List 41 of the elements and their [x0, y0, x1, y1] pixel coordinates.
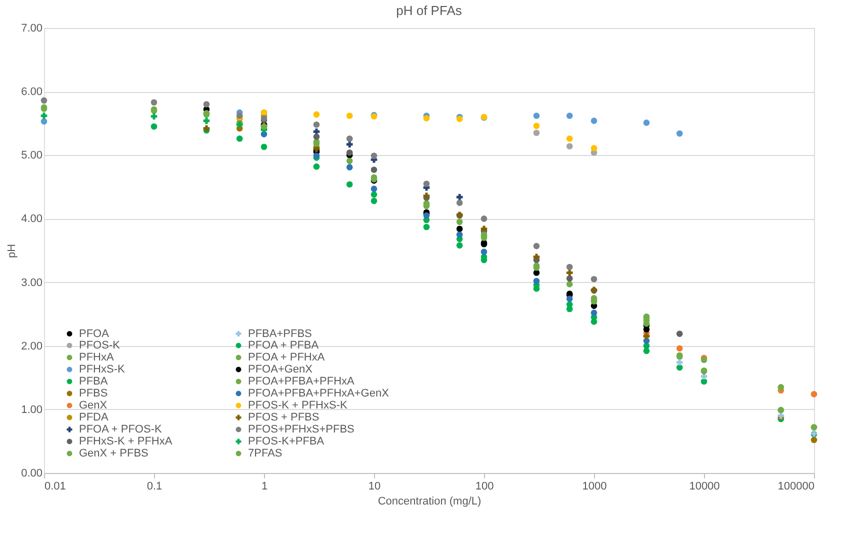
y-axis-title: pH: [6, 244, 18, 258]
y-tick-label: 4.00: [21, 213, 42, 226]
y-tick-label: 2.00: [21, 340, 42, 352]
legend-label: PFOS + PFBS: [248, 412, 320, 424]
legend-label: PFOA+PFBA+PFHxA: [248, 376, 356, 388]
x-tick-label: 10000: [689, 480, 720, 492]
legend-label: PFOS-K+PFBA: [248, 436, 325, 448]
y-tick-label: 6.00: [21, 86, 42, 98]
legend-label: PFOA+PFBA+PFHxA+GenX: [248, 388, 390, 400]
legend-label: PFDA: [79, 412, 109, 424]
legend-label: PFHxA: [79, 352, 114, 364]
y-tick-label: 3.00: [21, 276, 42, 289]
legend-label: PFBS: [79, 388, 108, 400]
legend-label: PFBA: [79, 376, 108, 388]
legend-label: PFOA+GenX: [248, 364, 314, 376]
legend-label: PFOA + PFHxA: [248, 352, 326, 364]
y-tick-label: 0.00: [21, 468, 42, 480]
y-tick-label: 7.00: [21, 22, 42, 34]
legend-label: PFOA + PFBA: [248, 340, 320, 352]
legend-label: PFOA + PFOS-K: [79, 424, 162, 436]
legend-label: PFOS+PFHxS+PFBS: [248, 424, 354, 436]
x-tick-label: 100000: [778, 480, 814, 492]
x-tick-label: 1: [261, 480, 268, 492]
legend-label: PFOA: [79, 328, 110, 340]
chart-title: pH of PFAs: [396, 3, 462, 18]
legend-label: GenX: [79, 400, 108, 412]
x-tick-label: 100: [475, 480, 494, 492]
legend-label: GenX + PFBS: [79, 448, 148, 460]
x-tick-label: 10: [368, 480, 381, 492]
x-tick-label: 1000: [582, 480, 607, 492]
legend-label: PFBA+PFBS: [248, 328, 312, 340]
legend-label: PFHxS-K: [79, 364, 126, 376]
legend-label: PFHxS-K + PFHxA: [79, 436, 173, 448]
y-tick-label: 5.00: [21, 150, 42, 162]
x-tick-label: 0.01: [44, 480, 66, 492]
y-tick-label: 1.00: [21, 404, 42, 416]
x-tick-label: 0.1: [146, 480, 162, 492]
legend-label: PFOS-K: [79, 340, 121, 352]
x-axis-title: Concentration (mg/L): [378, 496, 482, 508]
legend-label: 7PFAS: [248, 448, 282, 460]
legend-label: PFOS-K + PFHxS-K: [248, 400, 348, 412]
